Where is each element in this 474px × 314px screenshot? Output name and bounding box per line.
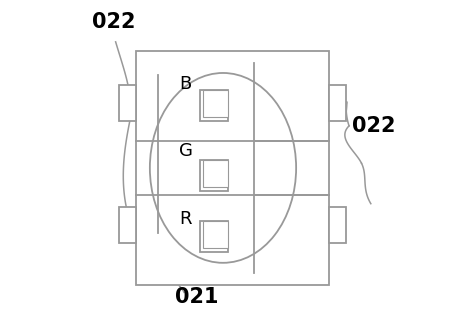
Bar xyxy=(136,51,329,284)
Bar xyxy=(203,221,228,248)
Bar xyxy=(118,207,136,243)
Text: 021: 021 xyxy=(175,287,218,307)
Text: G: G xyxy=(180,142,193,160)
Bar xyxy=(118,85,136,121)
Text: 022: 022 xyxy=(92,12,136,32)
Bar xyxy=(200,160,228,191)
Bar xyxy=(203,160,228,187)
Bar xyxy=(329,207,346,243)
Text: B: B xyxy=(180,75,191,93)
Bar xyxy=(329,85,346,121)
Bar xyxy=(200,90,228,121)
Bar xyxy=(200,221,228,252)
Text: R: R xyxy=(180,210,192,228)
Ellipse shape xyxy=(150,73,296,263)
Text: 022: 022 xyxy=(352,116,396,136)
Bar xyxy=(203,90,228,117)
